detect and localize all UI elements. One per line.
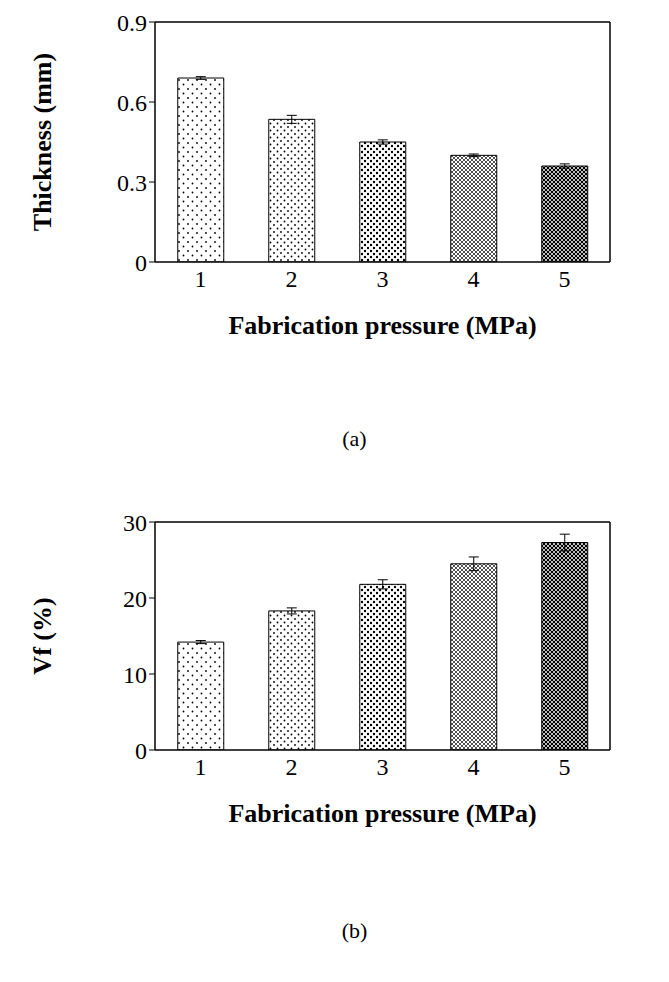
svg-text:5: 5 <box>559 754 571 780</box>
svg-text:3: 3 <box>377 754 389 780</box>
svg-text:3: 3 <box>377 266 389 292</box>
svg-text:Vf (%): Vf (%) <box>28 597 57 674</box>
svg-text:4: 4 <box>468 266 480 292</box>
svg-text:1: 1 <box>195 266 207 292</box>
html-text:(b): (b) <box>341 918 368 943</box>
svg-text:0: 0 <box>135 250 147 276</box>
svg-text:20: 20 <box>123 586 147 612</box>
svg-text:0.9: 0.9 <box>117 10 147 36</box>
svg-text:Fabrication pressure (MPa): Fabrication pressure (MPa) <box>228 799 536 828</box>
svg-text:Fabrication pressure (MPa): Fabrication pressure (MPa) <box>228 311 536 340</box>
svg-text:10: 10 <box>123 662 147 688</box>
svg-text:5: 5 <box>559 266 571 292</box>
svg-text:4: 4 <box>468 754 480 780</box>
svg-text:0.3: 0.3 <box>117 170 147 196</box>
svg-text:2: 2 <box>286 266 298 292</box>
svg-text:1: 1 <box>195 754 207 780</box>
html-text:(a): (a) <box>342 426 367 451</box>
svg-text:0.6: 0.6 <box>117 90 147 116</box>
svg-text:2: 2 <box>286 754 298 780</box>
svg-text:30: 30 <box>123 510 147 536</box>
svg-text:Thickness (mm): Thickness (mm) <box>28 53 57 231</box>
svg-text:0: 0 <box>135 738 147 764</box>
